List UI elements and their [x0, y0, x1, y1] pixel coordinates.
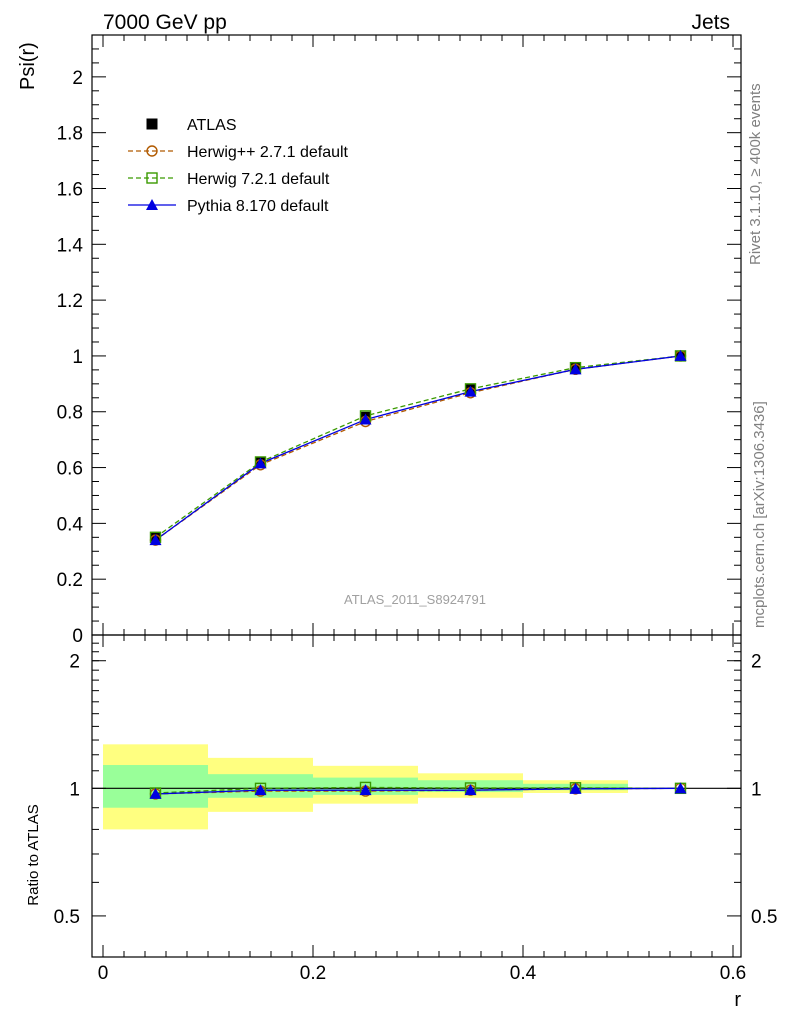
- main-y-tick-label: 1.4: [57, 235, 84, 256]
- main-panel: 0 0.2 0.4 0.6 0.8 1 1.2 1.4 1.6 1.8 2: [57, 34, 742, 647]
- ratio-data-point-2: [359, 784, 372, 796]
- ratio-data-point-2: [674, 782, 687, 794]
- main-plot-frame: [91, 34, 742, 636]
- ratio-y-tick-label-right: 2: [751, 652, 762, 673]
- x-tick-label: 0: [98, 963, 109, 984]
- x-tick-label: 0.2: [300, 963, 326, 984]
- main-y-tick-label: 2: [72, 68, 83, 89]
- main-series-line-2: [155, 355, 681, 538]
- x-axis-label: r: [734, 989, 741, 1011]
- rivet-label: Rivet 3.1.10, ≥ 400k events: [747, 83, 764, 265]
- main-y-tick-label: 1.8: [57, 124, 83, 145]
- legend: ATLAS Herwig++ 2.7.1 default Herwig 7.2.1 …: [128, 117, 349, 215]
- ratio-band-1: [103, 765, 208, 808]
- ratio-series-line-2: [155, 787, 681, 795]
- analysis-watermark: ATLAS_2011_S8924791: [344, 592, 486, 607]
- ratio-data-point-2: [149, 787, 162, 799]
- main-data-point-3: [359, 413, 372, 425]
- legend-marker-1: [146, 145, 158, 157]
- main-y-tick-label: 0.4: [57, 514, 84, 535]
- main-data-point-3: [464, 385, 477, 397]
- legend-label-2: Herwig 7.2.1 default: [187, 171, 330, 188]
- main-y-tick-label: 1: [72, 347, 83, 368]
- ratio-panel: 0.5 0.5 1 1 2 2 0 0.2 0.4 0.6: [54, 634, 777, 984]
- ratio-y-tick-label: 2: [69, 652, 80, 673]
- header-left: 7000 GeV pp: [103, 11, 227, 34]
- legend-label-1: Herwig++ 2.7.1 default: [187, 144, 349, 161]
- main-data-point-3: [254, 457, 267, 469]
- main-data-point-3: [149, 534, 162, 546]
- legend-marker-2: [146, 172, 158, 184]
- main-series-line-3: [155, 355, 681, 541]
- main-y-tick-label: 1.6: [57, 179, 83, 200]
- legend-marker-3: [146, 199, 158, 210]
- ratio-y-tick-label: 0.5: [54, 907, 80, 928]
- main-data-point-3: [569, 363, 582, 375]
- main-y-tick-label: 0.8: [57, 403, 83, 424]
- main-series-line-1: [155, 355, 681, 541]
- ratio-data-point-2: [569, 782, 582, 794]
- ratio-y-tick-label-right: 1: [751, 779, 762, 800]
- header-right: Jets: [691, 11, 730, 34]
- legend-marker-0: [146, 118, 158, 130]
- main-y-tick-label: 0.2: [57, 570, 83, 591]
- main-y-axis-label: Psi(r): [17, 42, 39, 90]
- ratio-data-point-2: [464, 784, 477, 796]
- main-y-tick-label: 1.2: [57, 291, 83, 312]
- ratio-y-axis-label: Ratio to ATLAS: [25, 804, 42, 905]
- ratio-data-point-2: [254, 784, 267, 796]
- x-tick-label: 0.4: [510, 963, 537, 984]
- legend-label-0: ATLAS: [187, 117, 237, 134]
- legend-label-3: Pythia 8.170 default: [187, 198, 329, 215]
- ratio-y-tick-label-right: 0.5: [751, 907, 777, 928]
- x-tick-label: 0.6: [720, 963, 746, 984]
- mcplots-label: mcplots.cern.ch [arXiv:1306.3436]: [751, 401, 768, 628]
- main-y-tick-label: 0.6: [57, 459, 83, 480]
- ratio-y-tick-label: 1: [69, 779, 80, 800]
- main-data-point-3: [674, 349, 687, 361]
- main-y-tick-label: 0: [72, 626, 83, 647]
